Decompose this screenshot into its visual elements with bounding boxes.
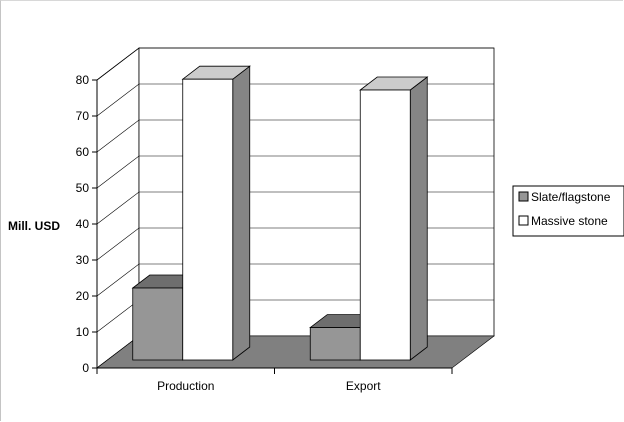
- legend-label: Slate/flagstone: [531, 190, 611, 204]
- y-tick-label: 20: [76, 289, 90, 303]
- y-tick-label: 40: [76, 217, 90, 231]
- y-tick-label: 60: [76, 145, 90, 159]
- legend: Slate/flagstone Massive stone: [512, 185, 624, 237]
- y-tick-label: 70: [76, 109, 90, 123]
- y-tick-label: 30: [76, 253, 90, 267]
- bar-front: [182, 78, 234, 361]
- y-axis-title: Mill. USD: [8, 219, 60, 233]
- x-tick-labels: Production Export: [157, 379, 381, 393]
- bar-front: [132, 287, 184, 361]
- legend-box: [512, 185, 624, 237]
- y-tick-labels: 0 10 20 30 40 50 60 70 80: [76, 73, 90, 375]
- y-tick-label: 50: [76, 181, 90, 195]
- gridline: [96, 47, 494, 81]
- x-tick-label: Production: [157, 379, 214, 393]
- y-tick-label: 10: [76, 325, 90, 339]
- legend-swatch: [518, 191, 529, 202]
- bar-side: [232, 65, 251, 361]
- bar-front: [309, 327, 361, 361]
- bar: [359, 76, 429, 361]
- legend-label: Massive stone: [531, 214, 608, 228]
- y-tick-label: 0: [82, 361, 89, 375]
- bars: [131, 65, 429, 361]
- bar-side: [409, 76, 428, 361]
- bar: [181, 65, 251, 361]
- bar-front: [359, 89, 411, 361]
- x-tick-label: Export: [346, 379, 381, 393]
- y-tick-label: 80: [76, 73, 90, 87]
- legend-swatch: [518, 215, 529, 226]
- axes: [92, 79, 453, 374]
